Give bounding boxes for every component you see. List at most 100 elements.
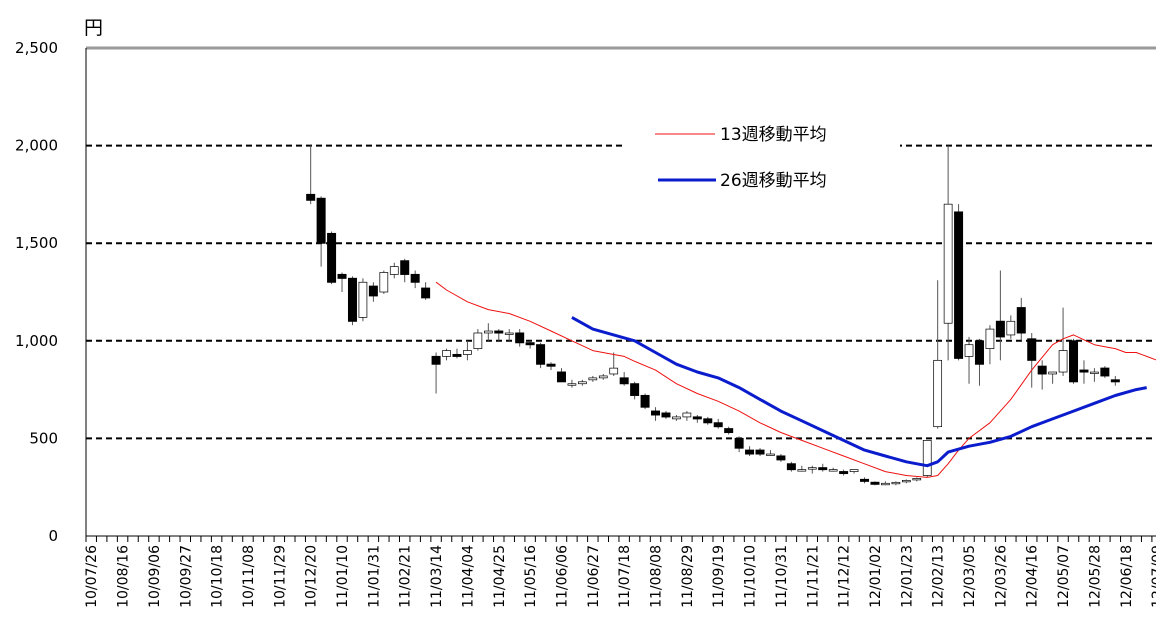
- x-tick-label: 12/05/28: [1087, 545, 1103, 608]
- x-tick-label: 10/11/08: [241, 545, 257, 608]
- candle-body: [473, 332, 483, 349]
- candle-body: [556, 371, 566, 383]
- candle-body: [724, 428, 734, 434]
- candle-body: [954, 211, 964, 359]
- x-tick-label: 12/01/23: [899, 545, 915, 608]
- candle-body: [974, 340, 984, 365]
- candle-body: [546, 363, 556, 367]
- y-tick-label: 500: [29, 429, 58, 447]
- candle-body: [609, 367, 619, 375]
- y-tick-label: 0: [48, 527, 58, 545]
- y-tick-label: 1,500: [15, 234, 58, 252]
- ma-26w-line: [571, 316, 1147, 468]
- x-tick-label: 12/04/16: [1025, 545, 1041, 608]
- candle-body: [640, 394, 650, 408]
- legend-label-26w: 26週移動平均: [720, 171, 827, 191]
- candle-body: [410, 273, 420, 283]
- candle-body: [786, 463, 796, 471]
- legend-label-13w: 13週移動平均: [720, 125, 827, 145]
- candle-body: [578, 381, 587, 385]
- candle-body: [347, 277, 357, 322]
- x-tick-label: 11/04/25: [492, 545, 508, 608]
- x-tick-label: 11/05/16: [523, 545, 539, 608]
- candles: [306, 145, 1120, 486]
- x-tick-label: 10/10/18: [210, 545, 226, 608]
- candle-body: [442, 350, 451, 357]
- x-tick-label: 12/02/13: [931, 545, 947, 608]
- candle-body: [766, 453, 775, 456]
- candle-body: [1058, 350, 1068, 373]
- candle-body: [1110, 379, 1120, 383]
- candle-body: [1069, 340, 1079, 383]
- candle-body: [828, 469, 838, 472]
- candle-body: [494, 330, 504, 334]
- candle-body: [389, 266, 399, 275]
- candle-body: [1090, 371, 1099, 374]
- candle-body: [421, 287, 431, 299]
- candle-body: [964, 344, 974, 357]
- candle-body: [483, 330, 493, 334]
- candle-body: [703, 418, 713, 424]
- candle-body: [776, 455, 786, 461]
- candle-body: [452, 353, 462, 357]
- candle-body: [682, 412, 692, 418]
- candle-body: [912, 478, 922, 481]
- candle-body: [598, 375, 608, 379]
- candle-body: [692, 416, 702, 420]
- candle-body: [1079, 369, 1089, 373]
- candle-body: [891, 481, 901, 485]
- candle-body: [368, 285, 378, 297]
- candle-body: [995, 320, 1005, 338]
- candle-body: [1037, 365, 1047, 375]
- moving-average-lines: [435, 281, 1156, 478]
- candle-body: [337, 273, 347, 279]
- candle-body: [1016, 307, 1026, 334]
- candle-body: [901, 480, 911, 483]
- legend: 13週移動平均 26週移動平均: [625, 116, 900, 196]
- candle-body: [588, 377, 598, 381]
- candle-body: [745, 449, 755, 455]
- x-tick-label: 10/08/16: [116, 545, 132, 608]
- candle-body: [630, 383, 640, 396]
- candle-body: [870, 481, 880, 485]
- y-tick-label: 2,500: [15, 39, 58, 57]
- candle-body: [306, 193, 316, 201]
- y-tick-labels: 0 500 1,000 1,500 2,000 2,500: [15, 39, 58, 545]
- candle-body: [922, 440, 932, 476]
- candle-body: [839, 471, 849, 475]
- candle-body: [504, 332, 514, 335]
- candle-body: [881, 482, 890, 486]
- candle-body: [515, 332, 525, 344]
- candle-body: [525, 342, 535, 346]
- x-tick-labels: 10/07/26 10/08/16 10/09/06 10/09/27 10/10/18…: [84, 545, 1156, 608]
- candle-body: [943, 203, 953, 324]
- candle-body: [818, 467, 828, 471]
- x-tick-label: 10/09/27: [178, 545, 194, 608]
- y-unit-label: 円: [84, 17, 103, 39]
- ma-13w-line: [435, 281, 1156, 478]
- candle-body: [807, 467, 817, 470]
- x-tick-label: 10/12/20: [304, 545, 320, 608]
- candle-body: [849, 469, 859, 472]
- candle-body: [1006, 320, 1016, 336]
- candle-body: [661, 412, 671, 418]
- candle-body: [327, 232, 337, 283]
- x-tick-label: 12/01/02: [868, 545, 884, 608]
- candle-body: [933, 359, 943, 428]
- candle-body: [860, 478, 870, 482]
- x-tick-label: 11/09/19: [711, 545, 727, 608]
- candle-body: [358, 281, 368, 318]
- x-tick-label: 11/04/04: [460, 545, 476, 608]
- candle-body: [379, 272, 389, 293]
- x-tick-label: 10/07/26: [84, 545, 100, 608]
- x-tick-label: 11/10/31: [774, 545, 790, 608]
- x-tick-label: 11/12/12: [837, 545, 853, 608]
- x-tick-label: 11/08/08: [649, 545, 665, 608]
- candle-body: [619, 377, 629, 385]
- candle-body: [651, 410, 661, 416]
- y-tick-label: 2,000: [15, 137, 58, 155]
- x-tick-label: 11/02/21: [398, 545, 414, 608]
- x-tick-label: 12/05/07: [1056, 545, 1072, 608]
